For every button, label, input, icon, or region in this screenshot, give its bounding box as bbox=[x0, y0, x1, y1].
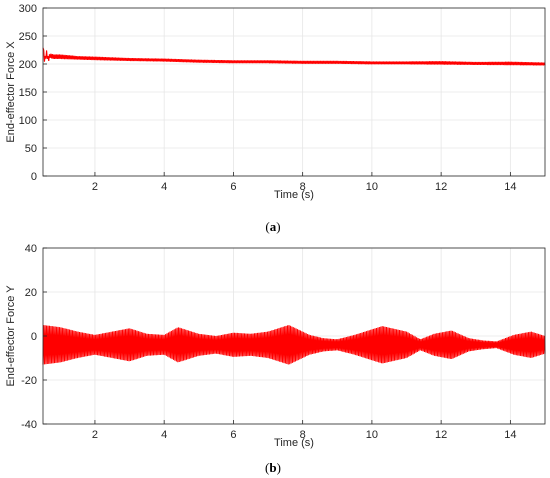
y-tick-label-a: 300 bbox=[19, 3, 37, 15]
y-tick-label-b: -40 bbox=[21, 419, 37, 431]
y-axis-label-b: End-effector Force Y bbox=[5, 285, 17, 387]
panel-label-b: b bbox=[269, 460, 276, 475]
y-tick-label-a: 200 bbox=[19, 59, 37, 71]
axes-box-a bbox=[42, 7, 546, 177]
x-tick-label-a: 2 bbox=[92, 181, 98, 193]
y-tick-label-a: 100 bbox=[19, 115, 37, 127]
series-line-a bbox=[42, 47, 546, 66]
series-band-b bbox=[42, 325, 546, 365]
x-tick-label-a: 8 bbox=[300, 181, 306, 193]
panel-caption-a: (a) bbox=[265, 219, 280, 234]
x-tick-label-a: 10 bbox=[366, 181, 378, 193]
x-tick-label-b: 6 bbox=[230, 429, 236, 441]
x-tick-label-a: 14 bbox=[504, 181, 516, 193]
y-tick-label-a: 150 bbox=[19, 87, 37, 99]
x-tick-label-a: 12 bbox=[435, 181, 447, 193]
y-tick-label-a: 0 bbox=[31, 171, 37, 183]
x-tick-label-b: 10 bbox=[366, 429, 378, 441]
series-band-a bbox=[42, 47, 546, 66]
y-axis-label-a: End-effector Force X bbox=[5, 41, 17, 143]
x-tick-label-b: 8 bbox=[300, 429, 306, 441]
x-axis-label-b: Time (s) bbox=[274, 437, 314, 449]
y-tick-label-a: 50 bbox=[25, 143, 37, 155]
y-tick-label-b: -20 bbox=[21, 375, 37, 387]
x-axis-label-a: Time (s) bbox=[274, 189, 314, 201]
x-tick-label-b: 14 bbox=[504, 429, 516, 441]
x-tick-label-a: 4 bbox=[161, 181, 167, 193]
y-tick-label-b: 40 bbox=[25, 243, 37, 255]
ticks-b: 2 4 6 8 10 12 14 -40 -20 0 20 40 bbox=[21, 243, 516, 441]
y-tick-label-b: 0 bbox=[31, 331, 37, 343]
ticks-a: 2 4 6 8 10 12 14 0 50 100 150 200 250 300 bbox=[19, 3, 517, 193]
axes-box-b bbox=[42, 247, 546, 425]
panel-a: 2 4 6 8 10 12 14 0 50 100 150 200 250 300 Time (s) En… bbox=[5, 3, 546, 234]
y-tick-label-b: 20 bbox=[25, 287, 37, 299]
y-tick-label-a: 250 bbox=[19, 31, 37, 43]
x-tick-label-b: 2 bbox=[92, 429, 98, 441]
x-tick-label-b: 12 bbox=[435, 429, 447, 441]
panel-caption-b: (b) bbox=[265, 460, 281, 475]
x-tick-label-b: 4 bbox=[161, 429, 167, 441]
panel-label-a: a bbox=[270, 219, 277, 234]
series-line-b bbox=[42, 325, 546, 365]
x-tick-label-a: 6 bbox=[230, 181, 236, 193]
panel-b: 2 4 6 8 10 12 14 -40 -20 0 20 40 Time (s) End-effec… bbox=[5, 243, 546, 475]
